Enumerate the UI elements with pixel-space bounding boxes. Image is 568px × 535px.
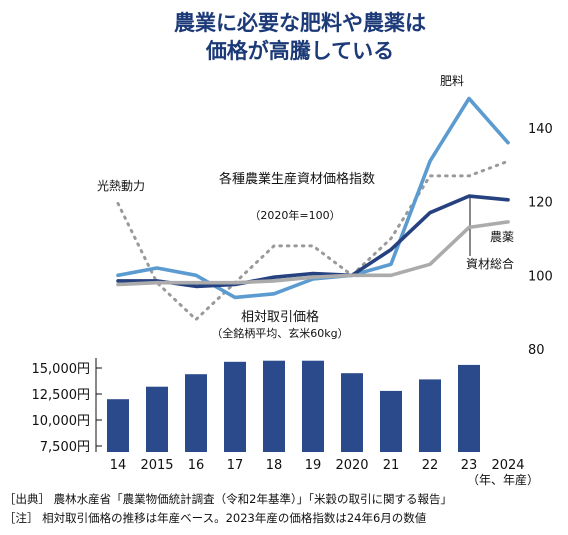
bar-2020 <box>341 373 363 452</box>
x-axis: 14 2015 16 17 18 19 2020 21 22 23 2024 <box>110 458 525 473</box>
x-tick-label: 21 <box>383 458 400 473</box>
x-tick-label: 14 <box>110 458 127 473</box>
bar-2015 <box>146 386 168 452</box>
line-series-group <box>116 96 510 321</box>
line-series-2 <box>116 96 510 300</box>
x-tick-label: 22 <box>422 458 439 473</box>
series-label-total: 資材総合 <box>466 256 514 271</box>
chart-title-line-2: 価格が高騰している <box>205 39 394 63</box>
bar-14 <box>107 399 129 452</box>
line-series-3 <box>116 194 510 289</box>
bar-23 <box>458 364 480 452</box>
x-tick-label: 23 <box>461 458 478 473</box>
chart-title-line-1: 農業に必要な肥料や農薬は <box>174 11 426 35</box>
line-y-tick-label: 120 <box>528 196 553 211</box>
x-tick-label: 17 <box>227 458 244 473</box>
bar-19 <box>302 360 324 452</box>
bar-22 <box>419 379 441 452</box>
bar-y-tick-label: 12,500円 <box>32 388 91 403</box>
x-tick-label: 2015 <box>140 458 173 473</box>
line-y-tick-label: 140 <box>528 122 553 137</box>
bar-chart-title: 相対取引価格 <box>241 309 319 325</box>
x-tick-label: 2020 <box>335 458 368 473</box>
series-label-pesticide: 農薬 <box>490 230 514 244</box>
x-axis-label: （年、年産） <box>467 472 539 487</box>
footnote: ［注］ 相対取引価格の推移は年産ベース。2023年産の価格指数は24年6月の数値 <box>4 511 427 525</box>
bar-y-tick-label: 10,000円 <box>32 414 91 429</box>
line-y-tick-label: 80 <box>528 343 545 358</box>
line-chart-subtitle: （2020年=100） <box>249 208 340 222</box>
x-tick-label: 2024 <box>491 458 524 473</box>
bar-y-tick-label: 15,000円 <box>32 362 91 377</box>
series-label-fuel: 光熱動力 <box>97 179 145 193</box>
bar-21 <box>380 390 402 452</box>
x-tick-label: 16 <box>188 458 205 473</box>
series-label-fertilizer: 肥料 <box>440 74 464 88</box>
source-note: ［出典］ 農林水産省「農業物価統計調査（令和2年基準）」「米穀の取引に関する報告… <box>4 492 452 506</box>
bar-series-group <box>107 360 480 452</box>
line-y-axis: 140 120 100 80 <box>528 122 553 358</box>
bar-16 <box>185 374 207 452</box>
line-y-tick-label: 100 <box>528 269 553 284</box>
line-chart-title: 各種農業生産資材価格指数 <box>219 171 375 187</box>
line-series-4 <box>116 220 510 287</box>
x-tick-label: 19 <box>305 458 322 473</box>
bar-18 <box>263 360 285 452</box>
x-tick-label: 18 <box>266 458 283 473</box>
bar-y-tick-label: 7,500円 <box>40 440 90 455</box>
bar-y-axis: 15,000円 12,500円 10,000円 7,500円 <box>32 362 102 455</box>
bar-chart-subtitle: （全銘柄平均、玄米60kg） <box>211 326 348 340</box>
bar-17 <box>224 361 246 452</box>
